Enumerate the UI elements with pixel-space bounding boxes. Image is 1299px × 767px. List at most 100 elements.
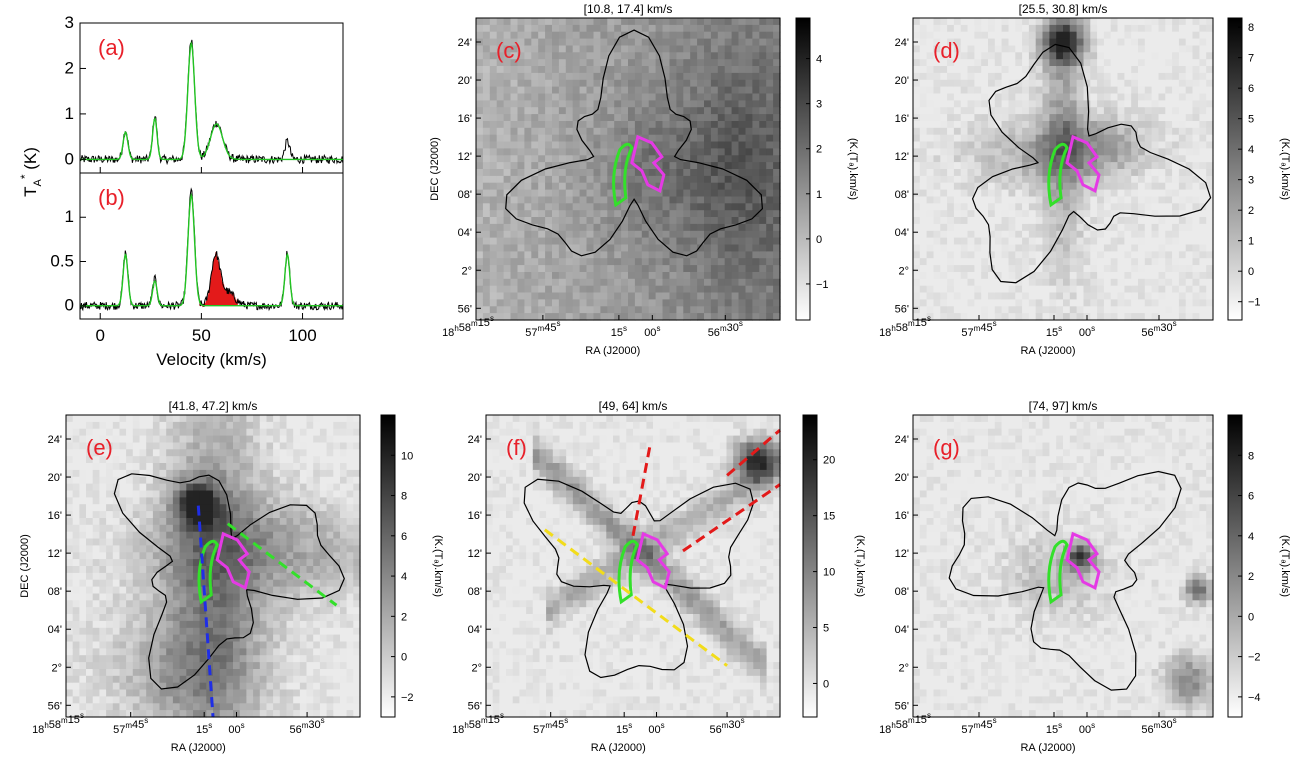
map-pixel [968, 25, 975, 33]
map-pixel [73, 655, 80, 663]
map-pixel [1063, 169, 1070, 177]
map-pixel [580, 52, 588, 60]
map-pixel [1145, 231, 1152, 239]
map-pixel [940, 217, 947, 225]
map-pixel [140, 429, 147, 437]
map-pixel [759, 176, 767, 184]
map-pixel [1077, 306, 1084, 314]
map-pixel [1199, 66, 1206, 74]
map-pixel [732, 87, 740, 95]
map-pixel [573, 231, 581, 239]
map-pixel [773, 39, 781, 47]
map-pixel [1070, 258, 1077, 266]
map-pixel [213, 415, 220, 423]
map-pixel [566, 190, 574, 198]
map-pixel [954, 203, 961, 211]
map-pixel [1036, 190, 1043, 198]
map-pixel [476, 169, 484, 177]
map-pixel [656, 245, 664, 253]
map-pixel [642, 80, 650, 88]
map-pixel [113, 566, 120, 574]
map-pixel [186, 607, 193, 615]
map-pixel [1152, 46, 1159, 54]
map-pixel [1077, 299, 1084, 307]
map-pixel [504, 210, 512, 218]
map-pixel [1077, 87, 1084, 95]
map-pixel [697, 190, 705, 198]
map-pixel [1138, 32, 1145, 40]
map-pixel [594, 306, 602, 314]
map-pixel [670, 197, 678, 205]
map-pixel [1206, 231, 1213, 239]
map-pixel [483, 217, 491, 225]
map-pixel [213, 429, 220, 437]
map-pixel [1199, 190, 1206, 198]
map-pixel [126, 621, 133, 629]
map-pixel [628, 190, 636, 198]
map-pixel [718, 100, 726, 108]
map-pixel [628, 66, 636, 74]
map-pixel [166, 545, 173, 553]
map-pixel [927, 25, 934, 33]
map-pixel [656, 210, 664, 218]
map-pixel [476, 279, 484, 287]
map-pixel [193, 614, 200, 622]
map-pixel [718, 39, 726, 47]
map-pixel [1077, 279, 1084, 287]
map-pixel [93, 683, 100, 691]
map-pixel [1049, 100, 1056, 108]
map-pixel [483, 299, 491, 307]
map-pixel [538, 190, 546, 198]
map-pixel [587, 183, 595, 191]
map-pixel [704, 121, 712, 129]
map-pixel [1165, 231, 1172, 239]
map-pixel [545, 238, 553, 246]
map-pixel [1159, 265, 1166, 273]
map-pixel [913, 258, 920, 266]
map-pixel [759, 142, 767, 150]
map-pixel [113, 422, 120, 430]
map-pixel [711, 203, 719, 211]
map-pixel [1131, 107, 1138, 115]
map-pixel [940, 279, 947, 287]
map-pixel [995, 25, 1002, 33]
map-pixel [1199, 80, 1206, 88]
map-pixel [947, 18, 954, 26]
map-pixel [66, 484, 73, 492]
map-pixel [153, 449, 160, 457]
map-pixel [676, 80, 684, 88]
map-pixel [93, 655, 100, 663]
map-pixel [573, 25, 581, 33]
map-pixel [697, 114, 705, 122]
map-pixel [79, 676, 86, 684]
map-pixel [676, 217, 684, 225]
map-pixel [1015, 224, 1022, 232]
map-pixel [86, 683, 93, 691]
map-pixel [1186, 155, 1193, 163]
map-pixel [1015, 286, 1022, 294]
map-pixel [656, 197, 664, 205]
map-pixel [594, 176, 602, 184]
map-pixel [1145, 100, 1152, 108]
map-pixel [186, 429, 193, 437]
map-pixel [566, 279, 574, 287]
map-pixel [968, 18, 975, 26]
map-pixel [920, 272, 927, 280]
map-pixel [587, 46, 595, 54]
map-pixel [1070, 251, 1077, 259]
map-pixel [718, 299, 726, 307]
map-pixel [635, 114, 643, 122]
map-pixel [711, 32, 719, 40]
map-pixel [73, 491, 80, 499]
map-pixel [1199, 59, 1206, 66]
map-pixel [697, 39, 705, 47]
map-pixel [186, 552, 193, 560]
map-pixel [1131, 18, 1138, 26]
map-pixel [1002, 59, 1009, 66]
map-pixel [676, 59, 684, 66]
map-pixel [1179, 59, 1186, 66]
map-pixel [614, 210, 622, 218]
map-pixel [1152, 155, 1159, 163]
map-pixel [1152, 258, 1159, 266]
map-pixel [140, 635, 147, 643]
